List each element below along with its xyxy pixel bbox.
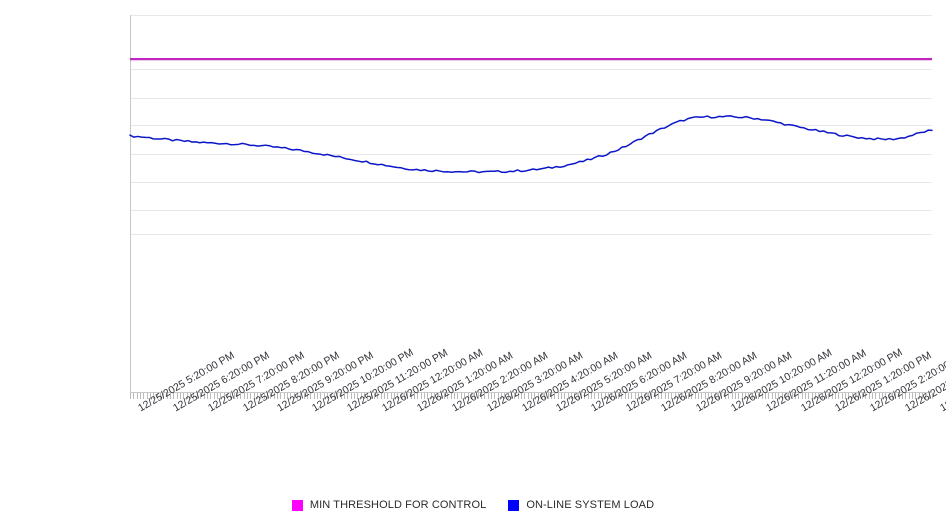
gridlines	[130, 15, 932, 235]
legend-swatch-min-threshold	[291, 499, 303, 511]
x-axis-minor-ticks	[130, 393, 933, 399]
legend-label-online-system-load: ON-LINE SYSTEM LOAD	[526, 499, 655, 511]
legend-label-min-threshold: MIN THRESHOLD FOR CONTROL	[309, 499, 487, 511]
legend-item-min-threshold[interactable]: MIN THRESHOLD FOR CONTROL	[291, 499, 487, 511]
chart-legend: MIN THRESHOLD FOR CONTROL ON-LINE SYSTEM…	[0, 494, 946, 516]
legend-swatch-online-system-load	[508, 499, 520, 511]
online-system-load-line	[129, 115, 933, 174]
legend-item-online-system-load[interactable]: ON-LINE SYSTEM LOAD	[508, 499, 654, 511]
